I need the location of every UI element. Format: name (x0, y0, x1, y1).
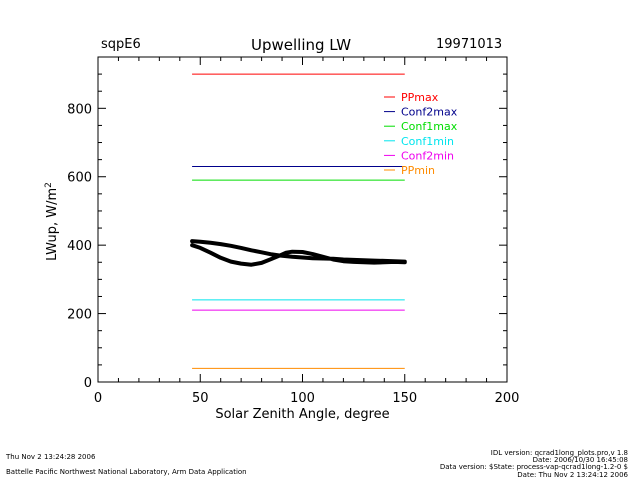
footer-left-line2: Battelle Pacific Northwest National Labo… (6, 468, 247, 476)
legend-entry: Conf2max (401, 106, 458, 119)
legend-entry: Conf1max (401, 120, 458, 133)
y-axis-label-superscript: 2 (44, 182, 54, 188)
date-label: 19971013 (436, 37, 503, 52)
y-tick-label: 800 (67, 102, 92, 117)
x-axis-label: Solar Zenith Angle, degree (215, 407, 389, 422)
data-series (190, 239, 407, 267)
x-tick-label: 150 (392, 391, 417, 406)
footer-right-line4: Date: Thu Nov 2 13:24:12 2006 (517, 471, 628, 479)
y-tick-label: 0 (84, 376, 92, 391)
footer-right-line3: Data version: $State: process-vap-qcrad1… (439, 463, 628, 471)
limit-lines (192, 73, 405, 369)
y-tick-label: 400 (67, 239, 92, 254)
y-axis-label: LWup, W/m2 (44, 182, 60, 261)
site-label: sqpE6 (101, 37, 141, 52)
footer-right-line2: Date: 2006/10/30 16:45:08 (532, 456, 628, 464)
footer-right-line1: IDL version: qcrad1long_plots.pro,v 1.8 (490, 449, 628, 457)
y-tick-label: 600 (67, 171, 92, 186)
footer-left-line1: Thu Nov 2 13:24:28 2006 (6, 453, 96, 461)
legend-entry: Conf1min (401, 135, 454, 148)
x-tick-label: 50 (192, 391, 209, 406)
x-tick-label: 0 (94, 391, 102, 406)
y-tick-label: 200 (67, 308, 92, 323)
chart-title: Upwelling LW (251, 36, 352, 54)
x-tick-label: 100 (290, 391, 315, 406)
legend-entry: Conf2min (401, 149, 454, 162)
series-line-0 (190, 239, 407, 267)
axis-labels: Solar Zenith Angle, degree LWup, W/m2 (44, 182, 390, 422)
x-tick-label: 200 (495, 391, 520, 406)
legend-entry: PPmin (401, 164, 435, 177)
legend-entry: PPmax (401, 91, 439, 104)
axes: 0 50 100 150 200 0 200 400 600 800 (67, 56, 520, 406)
